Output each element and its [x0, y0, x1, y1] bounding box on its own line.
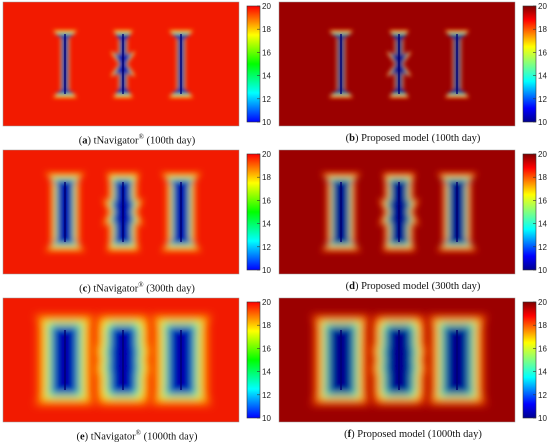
colorbar-tick: 20: [538, 150, 547, 159]
colorbar-tick: 16: [538, 48, 547, 57]
colorbar: [522, 301, 537, 419]
caption-e: (e) tNavigator® (1000th day): [76, 429, 198, 443]
colorbar-tick: 14: [538, 220, 547, 229]
colorbar-tick: 12: [262, 391, 271, 400]
heatmap-d: 20 18 16 14 12 10: [278, 149, 547, 275]
colorbar: [246, 5, 261, 123]
colorbar-tick: 20: [262, 150, 271, 159]
panel-e: 20 18 16 14 12 10 (e) tNavigator® (1000th day): [2, 297, 273, 443]
heatmap-e: 20 18 16 14 12 10: [2, 297, 271, 423]
colorbar-tick: 16: [262, 344, 271, 353]
colorbar-tick: 10: [262, 414, 271, 423]
heatmap-a: 20 18 16 14 12 10: [2, 1, 271, 127]
colorbar-tick: 12: [262, 243, 271, 252]
caption-d: (d) Proposed model (300th day): [345, 281, 481, 292]
colorbar: [246, 153, 261, 271]
colorbar: [522, 153, 537, 271]
colorbar: [522, 5, 537, 123]
colorbar-tick: 10: [538, 414, 547, 423]
colorbar-tick: 16: [262, 48, 271, 57]
caption-b: (b) Proposed model (100th day): [345, 133, 481, 144]
panel-f: 20 18 16 14 12 10 (f) Proposed model (1000th d…: [278, 297, 549, 443]
colorbar-tick: 16: [262, 196, 271, 205]
caption-f: (f) Proposed model (1000th day): [344, 429, 482, 440]
colorbar-tick: 20: [262, 298, 271, 307]
panel-c: 20 18 16 14 12 10 (c) tNavigator® (300th day): [2, 149, 273, 295]
heatmap-f: 20 18 16 14 12 10: [278, 297, 547, 423]
panel-b: 20 18 16 14 12 10 (b) Proposed model (100th da…: [278, 1, 549, 147]
colorbar-tick: 14: [538, 72, 547, 81]
caption-a: (a) tNavigator® (100th day): [78, 133, 196, 147]
heatmap-c: 20 18 16 14 12 10: [2, 149, 271, 275]
colorbar-tick: 20: [538, 2, 547, 11]
colorbar-tick: 20: [262, 2, 271, 11]
colorbar-tick: 12: [262, 95, 271, 104]
colorbar-tick: 18: [538, 321, 547, 330]
caption-c: (c) tNavigator® (300th day): [79, 281, 195, 295]
colorbar-tick: 12: [538, 243, 547, 252]
colorbar-tick: 10: [262, 118, 271, 127]
panel-a: 20 18 16 14 12 10 (a) tNavigator® (100th day): [2, 1, 273, 147]
colorbar-tick: 12: [538, 391, 547, 400]
colorbar-tick: 14: [262, 220, 271, 229]
colorbar-tick: 18: [262, 173, 271, 182]
colorbar-tick: 18: [262, 25, 271, 34]
colorbar-tick: 20: [538, 298, 547, 307]
colorbar: [246, 301, 261, 419]
colorbar-tick: 18: [538, 173, 547, 182]
panel-d: 20 18 16 14 12 10 (d) Proposed model (300th da…: [278, 149, 549, 295]
colorbar-tick: 14: [262, 72, 271, 81]
colorbar-tick: 18: [262, 321, 271, 330]
colorbar-tick: 14: [262, 368, 271, 377]
colorbar-tick: 14: [538, 368, 547, 377]
colorbar-tick: 10: [538, 266, 547, 275]
colorbar-tick: 12: [538, 95, 547, 104]
colorbar-tick: 10: [538, 118, 547, 127]
colorbar-tick: 16: [538, 196, 547, 205]
colorbar-tick: 10: [262, 266, 271, 275]
heatmap-b: 20 18 16 14 12 10: [278, 1, 547, 127]
colorbar-tick: 16: [538, 344, 547, 353]
colorbar-tick: 18: [538, 25, 547, 34]
